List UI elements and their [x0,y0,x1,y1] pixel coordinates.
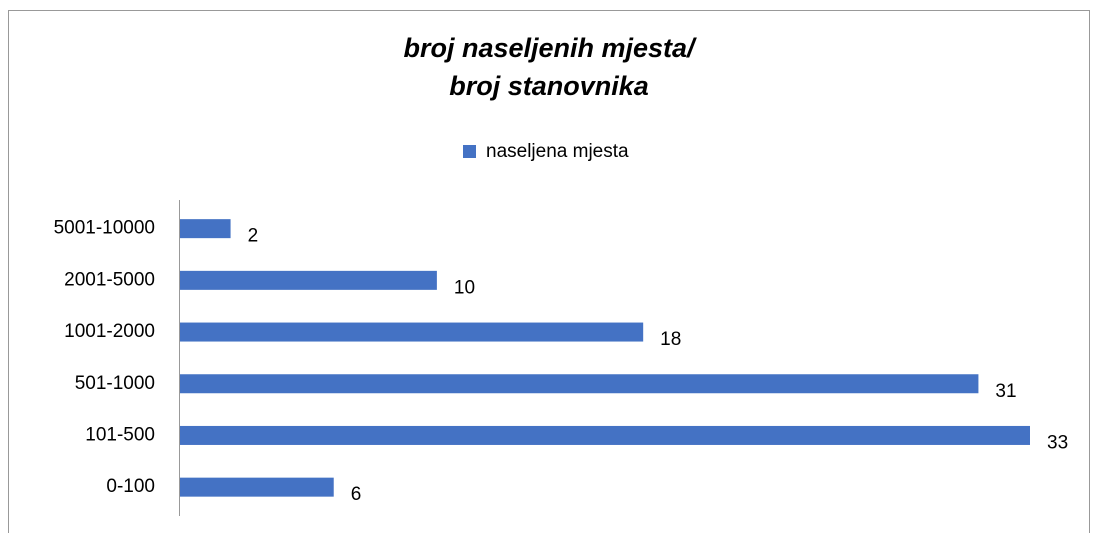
bar [180,374,979,394]
y-tick-label: 1001-2000 [64,321,155,342]
bar [180,425,1030,445]
bar [180,270,437,290]
chart-title: broj stanovnika [449,71,649,101]
data-label: 18 [660,329,681,350]
data-label: 6 [351,484,362,505]
legend-swatch [463,145,476,158]
chart-title: broj naseljenih mjesta/ [403,33,697,63]
data-label: 10 [454,277,475,298]
y-tick-label: 0-100 [106,476,155,497]
y-tick-label: 101-500 [85,424,155,445]
data-label: 31 [995,381,1016,402]
data-label: 33 [1047,432,1068,453]
y-tick-label: 5001-10000 [54,218,155,239]
bar [180,219,231,239]
y-tick-label: 2001-5000 [64,269,155,290]
bar [180,322,644,342]
y-tick-label: 501-1000 [75,373,155,394]
bar [180,477,334,497]
legend-label: naseljena mjesta [486,141,629,162]
data-label: 2 [248,226,259,247]
